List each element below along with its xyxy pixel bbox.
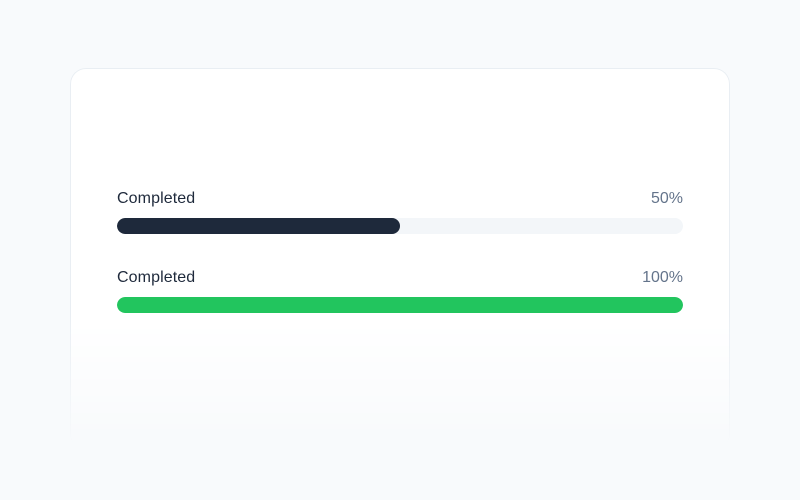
progress-group-half: Completed 50% xyxy=(117,187,683,234)
progress-fill xyxy=(117,218,400,234)
progress-label: Completed xyxy=(117,269,196,286)
progress-label: Completed xyxy=(117,190,196,207)
progress-fill xyxy=(117,297,683,313)
progress-header: Completed 50% xyxy=(117,187,683,211)
progress-group-full: Completed 100% xyxy=(117,266,683,313)
progress-track xyxy=(117,297,683,313)
progress-percentage: 100% xyxy=(642,269,683,286)
progress-percentage: 50% xyxy=(650,190,683,207)
progress-header: Completed 100% xyxy=(117,266,683,290)
progress-card-content: Completed 50% Completed 100% xyxy=(71,69,729,313)
progress-track xyxy=(117,218,683,234)
progress-card: Completed 50% Completed 100% xyxy=(70,68,730,450)
